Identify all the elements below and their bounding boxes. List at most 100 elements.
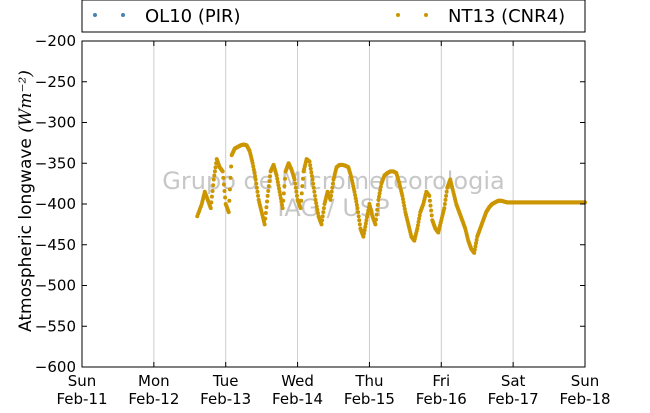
x-tick-label-date: Feb-15 bbox=[344, 390, 395, 408]
data-point bbox=[374, 212, 379, 217]
data-point bbox=[377, 191, 382, 196]
data-point bbox=[356, 214, 361, 219]
legend-marker bbox=[424, 13, 428, 17]
data-point bbox=[209, 194, 214, 199]
data-point bbox=[276, 183, 281, 188]
data-point bbox=[474, 237, 479, 242]
data-point bbox=[417, 216, 422, 221]
data-point bbox=[315, 210, 320, 215]
data-point bbox=[256, 193, 261, 198]
data-point bbox=[251, 164, 256, 169]
data-point bbox=[356, 210, 361, 215]
data-point bbox=[254, 185, 259, 190]
data-point bbox=[314, 201, 319, 206]
data-point bbox=[294, 189, 299, 194]
data-point bbox=[281, 198, 286, 203]
data-point bbox=[275, 179, 280, 184]
legend-marker bbox=[121, 13, 125, 17]
data-point bbox=[328, 197, 333, 202]
data-point bbox=[266, 188, 271, 193]
data-point bbox=[321, 210, 326, 215]
data-point bbox=[357, 222, 362, 227]
y-tick-label: −550 bbox=[35, 317, 76, 335]
data-point bbox=[298, 206, 303, 211]
data-point bbox=[402, 206, 407, 211]
data-point bbox=[300, 176, 305, 181]
data-point bbox=[211, 183, 216, 188]
data-point bbox=[376, 197, 381, 202]
y-axis: −200 −250 −300 −350 −400 −450 −500 −550 −600 bbox=[35, 32, 585, 376]
y-tick-label: −400 bbox=[35, 195, 76, 213]
data-point bbox=[353, 196, 358, 201]
data-point bbox=[362, 228, 367, 233]
data-point bbox=[473, 244, 478, 249]
data-point bbox=[277, 186, 282, 191]
data-point bbox=[443, 197, 448, 202]
data-point bbox=[221, 175, 226, 180]
x-axis: SunFeb-11MonFeb-12TueFeb-13WedFeb-14ThuF… bbox=[56, 41, 611, 408]
data-point bbox=[227, 198, 232, 203]
data-point bbox=[472, 247, 477, 252]
y-axis-label-units: (Wm⁻²) bbox=[16, 70, 36, 133]
data-point bbox=[210, 188, 215, 193]
data-point bbox=[365, 211, 370, 216]
data-point bbox=[213, 165, 218, 170]
data-point bbox=[280, 206, 285, 211]
y-tick-label: −250 bbox=[35, 73, 76, 91]
data-point bbox=[321, 206, 326, 211]
data-point bbox=[299, 198, 304, 203]
y-axis-label-name: Atmospheric longwave bbox=[16, 133, 36, 332]
data-point bbox=[299, 191, 304, 196]
data-point bbox=[307, 159, 312, 164]
y-tick-label: −200 bbox=[35, 32, 76, 50]
data-point bbox=[320, 218, 325, 223]
x-tick-label-day: Fri bbox=[432, 372, 450, 390]
data-point bbox=[311, 185, 316, 190]
data-point bbox=[472, 250, 477, 255]
x-tick-label-day: Tue bbox=[212, 372, 239, 390]
data-point bbox=[401, 200, 406, 205]
data-points bbox=[195, 142, 587, 255]
data-point bbox=[277, 189, 282, 194]
data-point bbox=[251, 167, 256, 172]
data-point bbox=[429, 213, 434, 218]
data-point bbox=[352, 189, 357, 194]
data-point bbox=[400, 197, 405, 202]
data-point bbox=[357, 218, 362, 223]
data-point bbox=[255, 189, 260, 194]
data-point bbox=[274, 173, 279, 178]
x-tick-label-day: Wed bbox=[281, 372, 314, 390]
data-point bbox=[294, 193, 299, 198]
data-point bbox=[309, 173, 314, 178]
x-tick-label-date: Feb-17 bbox=[488, 390, 539, 408]
legend-label: OL10 (PIR) bbox=[145, 6, 241, 27]
data-point bbox=[278, 196, 283, 201]
data-point bbox=[293, 185, 298, 190]
legend-label: NT13 (CNR4) bbox=[448, 6, 565, 27]
y-tick-label: −300 bbox=[35, 114, 76, 132]
data-point bbox=[282, 176, 287, 181]
x-tick-label-date: Feb-18 bbox=[559, 390, 610, 408]
data-point bbox=[320, 214, 325, 219]
data-point bbox=[364, 218, 369, 223]
data-point bbox=[280, 202, 285, 207]
data-point bbox=[208, 206, 213, 211]
y-axis-label-text: Atmospheric longwave (Wm⁻²) bbox=[16, 70, 36, 332]
legend-marker bbox=[396, 13, 400, 17]
y-tick-label: −500 bbox=[35, 277, 76, 295]
legend: OL10 (PIR) NT13 (CNR4) bbox=[81, 0, 586, 33]
data-point bbox=[282, 184, 287, 189]
data-point bbox=[309, 170, 314, 175]
data-point bbox=[374, 217, 379, 222]
data-point bbox=[263, 210, 268, 215]
legend-marker bbox=[93, 13, 97, 17]
data-point bbox=[400, 193, 405, 198]
data-point bbox=[312, 193, 317, 198]
data-point bbox=[427, 193, 432, 198]
data-point bbox=[417, 213, 422, 218]
data-point bbox=[263, 216, 268, 221]
data-point bbox=[212, 173, 217, 178]
data-point bbox=[355, 206, 360, 211]
data-point bbox=[373, 222, 378, 227]
data-point bbox=[226, 210, 231, 215]
